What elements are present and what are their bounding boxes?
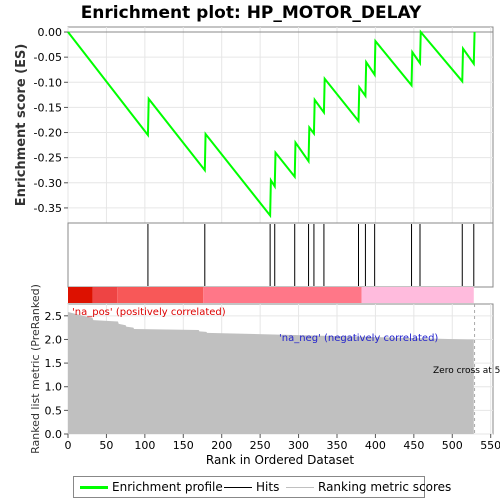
es-ytick-label: -0.10 (34, 76, 62, 89)
metric-ytick-label: 1.5 (45, 357, 63, 370)
legend-label-enrichment: Enrichment profile (112, 480, 223, 494)
ranking-metric-area (68, 312, 474, 434)
es-ytick-label: -0.35 (34, 202, 62, 215)
es-ytick-label: -0.20 (34, 127, 62, 140)
x-tick-label: 200 (211, 439, 232, 452)
es-panel: 0.00-0.05-0.10-0.15-0.20-0.25-0.30-0.35 … (14, 26, 494, 224)
x-tick-label: 50 (99, 439, 113, 452)
x-tick-label: 100 (134, 439, 155, 452)
x-tick-label: 250 (250, 439, 271, 452)
es-ytick-label: -0.30 (34, 177, 62, 190)
x-tick-label: 500 (442, 439, 463, 452)
legend-swatch-metric (286, 487, 314, 488)
metric-ytick-label: 2.0 (45, 333, 63, 346)
chart-title: Enrichment plot: HP_MOTOR_DELAY (81, 3, 422, 23)
es-ylabel: Enrichment score (ES) (14, 44, 29, 207)
colorbar-segment (68, 287, 93, 303)
pos-label: 'na_pos' (positively correlated) (72, 307, 226, 318)
colorbar-segment (92, 287, 118, 303)
x-axis: 0 50 100 150 200 250 300 350 400 450 500 550 (65, 434, 500, 452)
metric-ytick-label: 1.0 (45, 381, 63, 394)
es-ytick-label: 0.00 (38, 26, 63, 39)
metric-panel: 0.0 0.5 1.0 1.5 2.0 2.5 'na_pos' (positively … (29, 284, 500, 454)
zero-cross-label: Zero cross at 529 (433, 366, 500, 376)
hits-plot-area (67, 222, 494, 288)
x-tick-label: 350 (326, 439, 347, 452)
legend-label-hits: Hits (256, 480, 280, 494)
x-axis-label: Rank in Ordered Dataset (206, 453, 354, 467)
es-ytick-label: -0.25 (34, 152, 62, 165)
metric-ytick-label: 0.5 (45, 404, 63, 417)
legend: Enrichment profile Hits Ranking metric s… (73, 476, 451, 498)
metric-ylabel: Ranked list metric (PreRanked) (29, 284, 42, 454)
colorbar-segment (361, 287, 474, 303)
es-ytick-label: -0.15 (34, 101, 62, 114)
x-tick-label: 300 (288, 439, 309, 452)
colorbar-segment (203, 287, 362, 303)
x-tick-label: 150 (173, 439, 194, 452)
legend-swatch-enrichment (80, 486, 108, 489)
es-ytick-label: -0.05 (34, 51, 62, 64)
x-tick-label: 450 (403, 439, 424, 452)
metric-ytick-label: 0.0 (45, 428, 63, 441)
colorbar-segment (117, 287, 204, 303)
enrichment-profile-line (67, 29, 476, 219)
legend-swatch-hits (224, 487, 252, 488)
legend-label-metric: Ranking metric scores (318, 480, 452, 494)
es-plot-area (67, 26, 494, 224)
hits-panel (67, 222, 494, 303)
x-tick-label: 400 (365, 439, 386, 452)
neg-label: 'na_neg' (negatively correlated) (279, 333, 438, 344)
x-tick-label: 550 (480, 439, 500, 452)
metric-ytick-label: 2.5 (45, 310, 63, 323)
x-tick-label: 0 (65, 439, 72, 452)
